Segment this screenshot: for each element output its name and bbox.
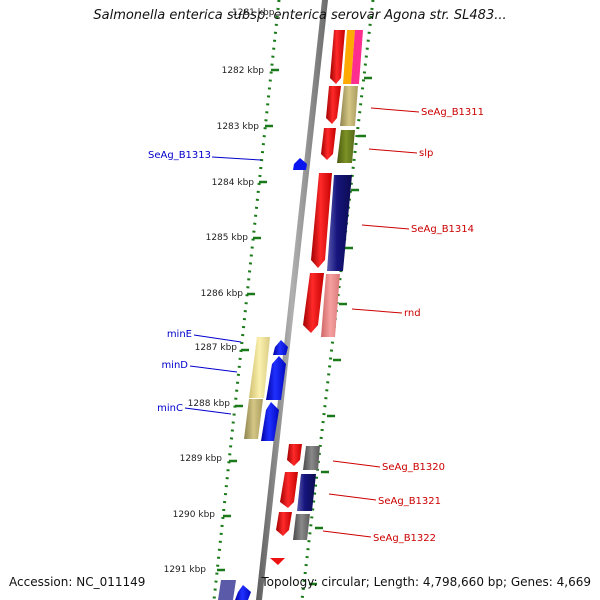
gene-glyphs-left[interactable] [218,158,307,600]
gene-label-seag-b1313: SeAg_B1313 [148,150,211,161]
gene-label-seag-b1320: SeAg_B1320 [382,462,445,473]
ruler-label: 1286 kbp [201,289,244,299]
ruler-label: 1281 kbp [232,8,275,18]
gene-glyph [326,86,341,124]
gene-glyph [273,340,288,355]
gene-label-seag-b1314: SeAg_B1314 [411,224,474,235]
genome-stats: Topology: circular; Length: 4,798,660 bp… [261,575,591,589]
gene-labels-right[interactable]: SeAg_B1311 slp SeAg_B1314 rnd SeAg_B1320… [373,107,484,544]
gene-glyph [249,337,270,398]
gene-glyph [340,86,358,126]
gene-label-slp: slp [419,148,433,159]
ruler-label: 1283 kbp [217,122,260,132]
gene-label-mine: minE [167,329,192,340]
gene-label-rnd: rnd [404,308,421,319]
ruler-label: 1287 kbp [195,343,238,353]
ruler-label: 1290 kbp [173,510,216,520]
gene-label-mind: minD [161,360,188,371]
gene-glyph [337,130,355,163]
gene-glyph [244,399,263,439]
gene-glyph [270,558,285,565]
ruler-label: 1285 kbp [206,233,249,243]
ring-ticks [309,76,372,586]
gene-glyph [297,474,316,511]
gene-glyph [235,585,251,600]
label-connectors [184,107,420,538]
gene-glyph [261,402,279,441]
gene-glyph [351,30,363,84]
ruler-label: 1282 kbp [222,66,265,76]
gene-glyph [321,128,336,160]
gene-label-seag-b1322: SeAg_B1322 [373,533,436,544]
ruler-labels: 1281 kbp 1282 kbp 1283 kbp 1284 kbp 1285… [164,8,275,575]
gene-glyphs-right[interactable] [270,30,363,565]
gene-glyph [287,444,302,466]
gene-glyph [293,158,307,170]
genome-title: Salmonella enterica subsp. enterica sero… [93,8,507,23]
ruler-label: 1291 kbp [164,565,207,575]
gene-label-minc: minC [157,403,183,414]
accession-info: Accession: NC_011149 [9,575,146,589]
gene-label-seag-b1321: SeAg_B1321 [378,496,441,507]
ruler-label: 1284 kbp [212,178,255,188]
gene-glyph [303,446,320,470]
gene-glyph [327,175,352,271]
gene-glyph [276,512,292,536]
gene-labels-left[interactable]: SeAg_B1313 minE minD minC [148,150,211,414]
ruler-ticks [217,68,279,572]
gene-glyph [311,173,332,268]
genome-backbone [256,0,328,600]
gene-glyph [303,273,324,333]
gene-label-seag-b1311: SeAg_B1311 [421,107,484,118]
gene-glyph [280,472,298,508]
ruler-label: 1289 kbp [180,454,223,464]
gene-glyph [321,274,340,337]
gene-glyph [330,30,345,84]
gene-glyph [293,514,310,540]
gene-glyph [218,580,236,600]
gene-glyph [266,356,286,400]
ruler-label: 1288 kbp [188,399,231,409]
